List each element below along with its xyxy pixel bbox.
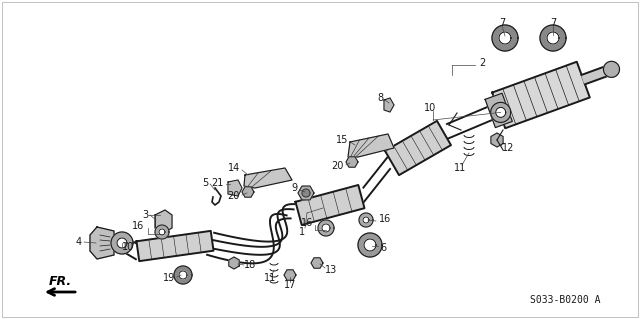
Polygon shape <box>582 65 613 84</box>
Polygon shape <box>229 257 239 269</box>
Polygon shape <box>358 233 382 257</box>
Text: 19: 19 <box>163 273 175 283</box>
Text: 9: 9 <box>292 183 298 193</box>
Polygon shape <box>496 108 506 117</box>
Polygon shape <box>491 133 503 147</box>
Text: 10: 10 <box>424 103 436 113</box>
Text: 20: 20 <box>332 161 344 171</box>
Text: 11: 11 <box>454 163 466 173</box>
Text: 16: 16 <box>132 221 144 231</box>
Text: 7: 7 <box>499 18 505 28</box>
Text: 1: 1 <box>299 227 305 237</box>
Polygon shape <box>111 232 133 254</box>
Polygon shape <box>604 61 620 77</box>
Text: 14: 14 <box>228 163 240 173</box>
Text: 21: 21 <box>212 178 224 188</box>
Text: 17: 17 <box>284 280 296 290</box>
Polygon shape <box>244 168 292 188</box>
Text: 16: 16 <box>379 214 391 224</box>
Polygon shape <box>485 93 512 128</box>
Polygon shape <box>492 62 590 128</box>
Polygon shape <box>348 134 394 157</box>
Text: S033-B0200 A: S033-B0200 A <box>529 295 600 305</box>
Polygon shape <box>136 231 214 261</box>
Text: 12: 12 <box>502 143 515 153</box>
Text: 20: 20 <box>228 191 240 201</box>
Polygon shape <box>311 258 323 268</box>
Polygon shape <box>359 213 373 227</box>
Text: 18: 18 <box>244 260 256 270</box>
Polygon shape <box>385 121 451 175</box>
Text: 15: 15 <box>335 135 348 145</box>
Polygon shape <box>298 186 314 200</box>
Polygon shape <box>363 217 369 223</box>
Polygon shape <box>318 220 334 236</box>
Polygon shape <box>179 271 187 279</box>
Polygon shape <box>547 32 559 44</box>
Polygon shape <box>364 239 376 251</box>
Text: 16: 16 <box>301 218 313 228</box>
Polygon shape <box>174 266 192 284</box>
Polygon shape <box>499 32 511 44</box>
Text: FR.: FR. <box>49 275 72 288</box>
Polygon shape <box>90 227 114 259</box>
Text: 7: 7 <box>550 18 556 28</box>
Polygon shape <box>155 225 169 239</box>
Text: 2: 2 <box>479 58 485 68</box>
Polygon shape <box>540 25 566 51</box>
Polygon shape <box>117 238 127 248</box>
Polygon shape <box>228 180 242 196</box>
Polygon shape <box>322 224 330 232</box>
Polygon shape <box>296 185 365 225</box>
Text: 11: 11 <box>264 273 276 283</box>
Polygon shape <box>491 102 511 122</box>
Polygon shape <box>346 157 358 167</box>
Text: 8: 8 <box>377 93 383 103</box>
Polygon shape <box>302 189 310 197</box>
Text: 6: 6 <box>380 243 386 253</box>
Polygon shape <box>284 270 296 280</box>
Polygon shape <box>242 187 254 197</box>
Polygon shape <box>155 210 172 232</box>
Text: 5: 5 <box>202 178 208 188</box>
Text: 4: 4 <box>76 237 82 247</box>
Polygon shape <box>384 98 394 112</box>
Text: 13: 13 <box>325 265 337 275</box>
Text: 10: 10 <box>122 242 134 252</box>
Text: 3: 3 <box>142 210 148 220</box>
Polygon shape <box>492 25 518 51</box>
Polygon shape <box>159 229 165 235</box>
